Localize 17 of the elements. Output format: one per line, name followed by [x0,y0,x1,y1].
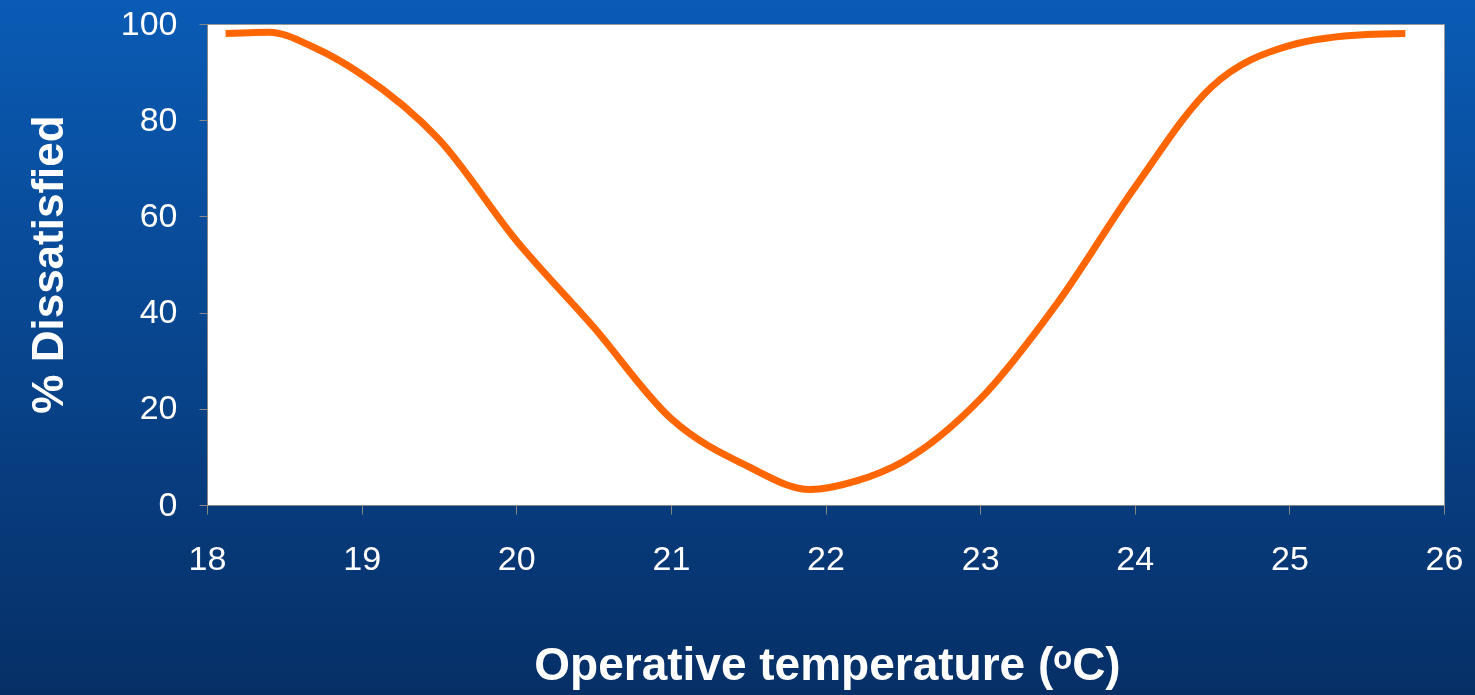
y-tick-label: 0 [158,484,178,523]
y-tick-label: 100 [120,3,178,42]
x-tick-label: 18 [188,538,227,577]
x-tick-label: 20 [497,538,536,577]
x-axis-title: Operative temperature (ᵒC) [534,637,1121,690]
y-tick-label: 80 [139,99,178,138]
x-tick-label: 24 [1116,538,1155,577]
x-tick-label: 19 [343,538,382,577]
x-tick-label: 23 [961,538,1000,577]
x-tick-label: 21 [652,538,691,577]
y-tick-label: 60 [139,195,178,234]
x-tick-label: 22 [807,538,845,577]
y-tick-label: 40 [139,292,178,331]
y-tick-label: 20 [139,388,178,427]
y-axis-title: % Dissatisfied [22,115,72,414]
x-tick-label: 26 [1425,538,1464,577]
x-tick-label: 25 [1270,538,1309,577]
